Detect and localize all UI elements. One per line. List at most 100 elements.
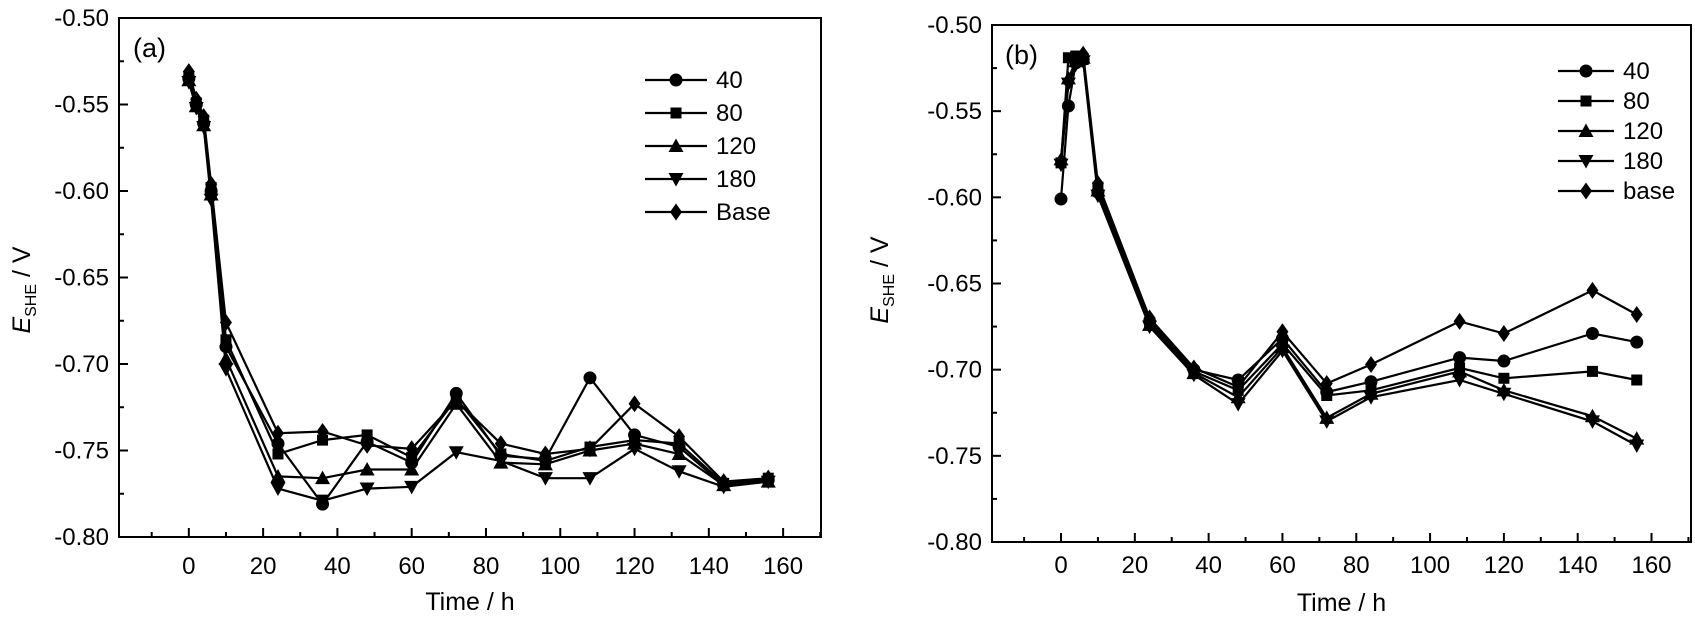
series-80-marker — [272, 448, 284, 460]
x-tick-label: 40 — [1195, 552, 1222, 579]
series-40-marker — [583, 371, 597, 385]
series-Base-marker — [762, 469, 775, 487]
legend-item-40: 40 — [1558, 58, 1650, 85]
legend-label: 80 — [716, 100, 743, 127]
legend-label: 180 — [716, 166, 756, 193]
series-Base-marker — [316, 422, 329, 440]
y-tick-label: -0.80 — [927, 529, 982, 556]
y-tick-label: -0.60 — [54, 178, 109, 205]
legend-item-120: 120 — [645, 133, 756, 160]
diamond-icon — [1580, 182, 1592, 200]
y-tick-label: -0.70 — [54, 351, 109, 378]
series-Base-marker — [539, 445, 552, 463]
x-tick-label: 100 — [1410, 552, 1450, 579]
panel-label-a: (a) — [133, 33, 166, 63]
legend-label: 40 — [716, 67, 743, 94]
series-80-marker — [1498, 372, 1510, 384]
series-Base-marker — [583, 440, 596, 458]
series-Base-marker — [205, 175, 218, 193]
series-Base-marker — [717, 473, 730, 491]
legend-item-80: 80 — [645, 100, 743, 127]
series-180-marker — [448, 446, 464, 460]
series-120-marker — [671, 446, 687, 460]
series-Base-marker — [494, 435, 507, 453]
series-base-marker — [1062, 73, 1075, 91]
series-base-marker — [1630, 306, 1643, 324]
series-Base-marker — [271, 424, 284, 442]
series-Base-marker — [450, 391, 463, 409]
series-Base-marker — [628, 395, 641, 413]
series-180-marker — [1319, 415, 1335, 429]
series-Base-marker — [197, 108, 210, 126]
series-180-marker — [404, 480, 420, 495]
series-Base-marker — [405, 440, 418, 458]
series-80-marker — [406, 451, 418, 463]
series-80-line — [1059, 54, 1637, 397]
x-tick-label: 120 — [615, 553, 655, 580]
series-base-marker — [1232, 378, 1245, 396]
diamond-icon — [670, 203, 682, 221]
x-axis-title-b: Time / h — [1297, 589, 1386, 617]
legend-label: 180 — [1623, 148, 1663, 175]
series-40-marker — [1630, 335, 1644, 349]
series-Base-line — [187, 71, 769, 483]
triangle-up-icon — [668, 138, 684, 152]
triangle-down-icon — [1578, 155, 1594, 169]
panel-b: 0 20 40 60 80 100 120 140 160 -0.50 -0.55 -0.60 -0.6… — [866, 12, 1692, 617]
series-base-marker — [1365, 355, 1378, 373]
y-tick-label: -0.55 — [927, 98, 982, 125]
series-base-line — [1059, 52, 1638, 389]
x-tick-label: 0 — [1054, 552, 1067, 579]
series-180-marker — [1363, 391, 1379, 405]
x-tick-label: 160 — [763, 553, 803, 580]
series-base-marker — [1187, 359, 1200, 377]
square-icon — [1580, 95, 1592, 107]
circle-icon — [669, 73, 683, 87]
series-80-b — [1055, 50, 1643, 402]
series-base-b — [1055, 45, 1643, 396]
legend-item-120: 120 — [1558, 118, 1663, 145]
series-Base-marker — [182, 63, 195, 81]
legend-item-180: 180 — [645, 166, 756, 193]
legend-item-180: 180 — [1558, 148, 1663, 175]
series-180-marker — [181, 76, 197, 90]
series-base-marker — [1091, 175, 1104, 193]
series-180-marker — [270, 482, 286, 497]
x-tick-label: 120 — [1484, 552, 1524, 579]
y-tick-label: -0.50 — [54, 5, 109, 32]
series-180-marker — [627, 442, 643, 457]
series-40-marker — [1054, 192, 1068, 206]
series-Base-a — [182, 63, 775, 491]
series-40-marker — [1453, 351, 1467, 365]
x-tick-label: 40 — [324, 553, 351, 580]
series-80-marker — [220, 334, 232, 346]
series-40-marker — [1585, 326, 1599, 340]
series-180-marker — [1274, 344, 1290, 359]
series-Base-marker — [673, 428, 686, 446]
x-tick-label: 80 — [1343, 552, 1370, 579]
series-180-marker — [196, 120, 212, 135]
series-180-marker — [1452, 374, 1468, 388]
series-base-marker — [1453, 312, 1466, 330]
series-base-marker — [1276, 323, 1289, 341]
series-180-marker — [537, 472, 553, 486]
y-axis-title-b: ESHE / V — [866, 236, 898, 323]
legend-item-40: 40 — [645, 67, 743, 94]
series-base-marker — [1143, 309, 1156, 327]
series-40-marker — [1497, 354, 1511, 368]
series-80-marker — [1631, 374, 1643, 386]
legend-item-base: base — [1558, 178, 1675, 205]
x-tick-label: 100 — [540, 553, 580, 580]
y-tick-label: -0.70 — [927, 357, 982, 384]
series-180-marker — [359, 482, 375, 497]
y-tick-label: -0.55 — [54, 92, 109, 119]
x-axis-title-a: Time / h — [425, 588, 514, 616]
legend-b: 40 80 120 180 base — [1558, 58, 1675, 205]
series-80-marker — [495, 448, 507, 460]
series-base-marker — [1055, 152, 1068, 170]
panel-a: 0 20 40 60 80 100 120 140 160 -0.50 -0.55 -0.60 -0.6… — [8, 5, 822, 616]
series-Base-marker — [190, 90, 203, 108]
y-tick-label: -0.75 — [54, 438, 109, 465]
series-180-marker — [1629, 439, 1645, 453]
